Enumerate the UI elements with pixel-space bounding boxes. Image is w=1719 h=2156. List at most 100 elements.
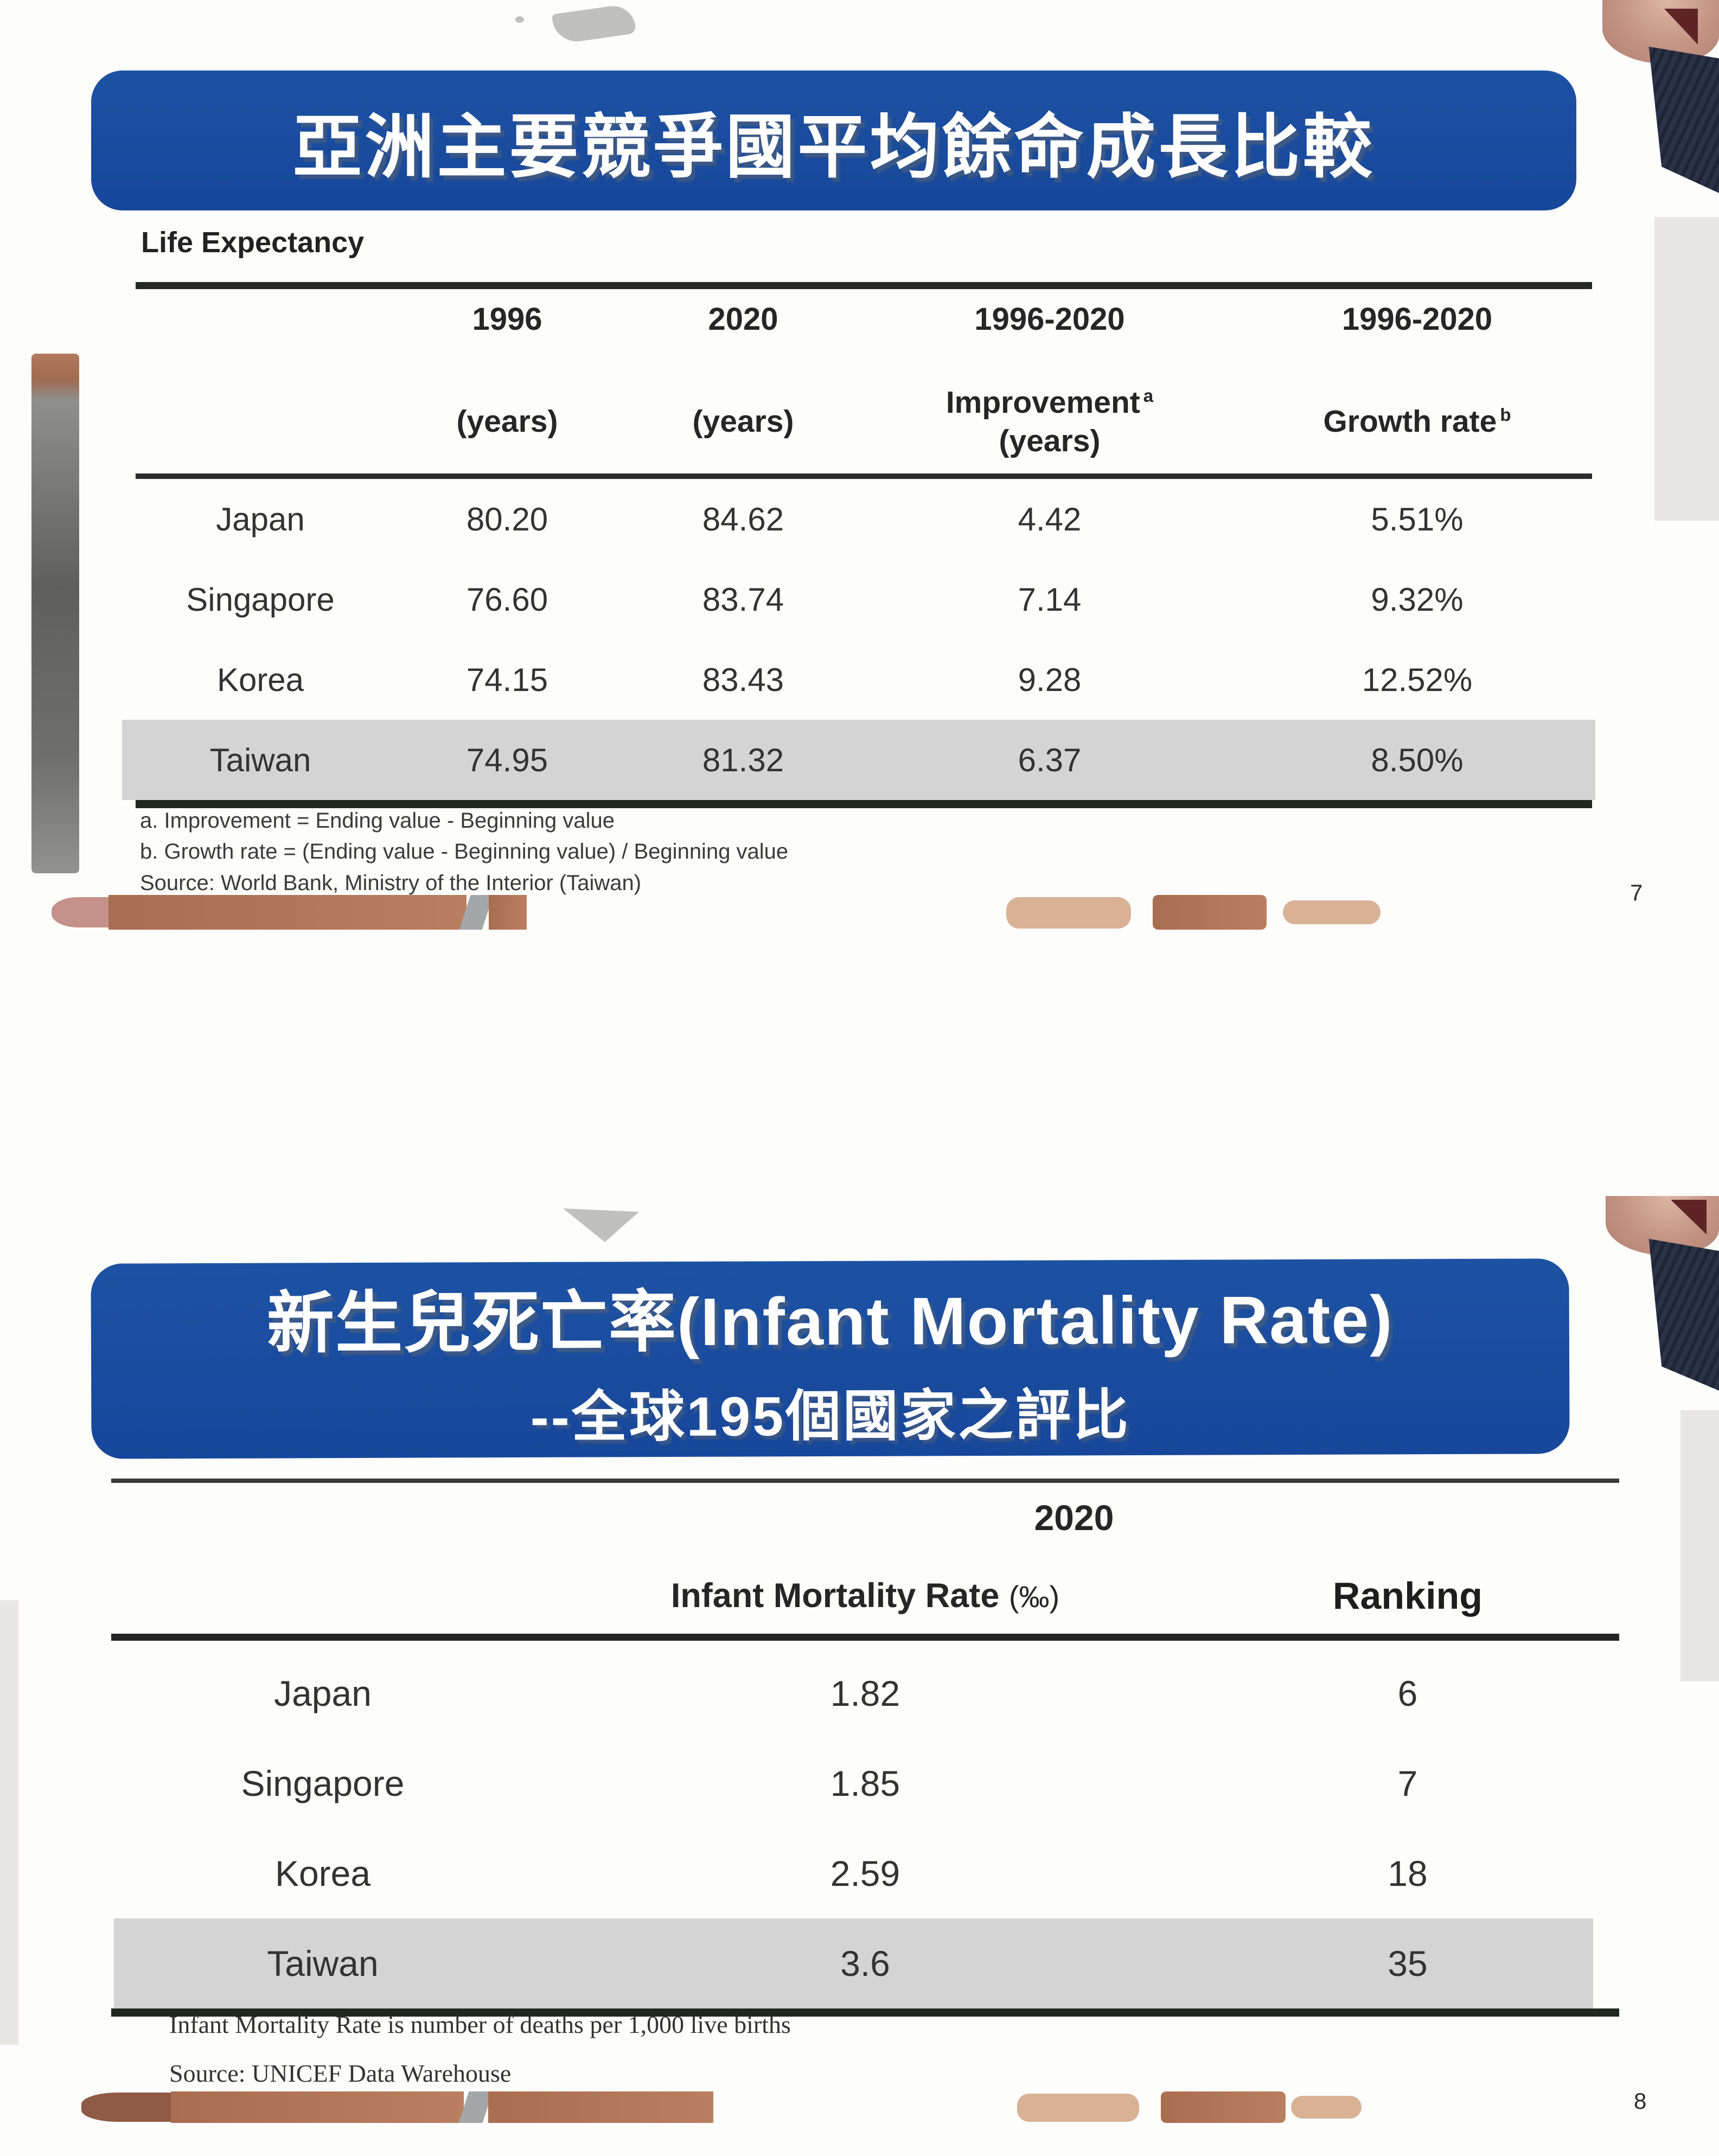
value-rate: 3.6 bbox=[840, 1943, 890, 1984]
page-number-8: 8 bbox=[1634, 2088, 1647, 2114]
footnote-a: a. Improvement = Ending value - Beginnin… bbox=[140, 809, 615, 833]
photo-suit-fragment-top bbox=[1648, 47, 1719, 193]
value-ranking: 6 bbox=[1397, 1673, 1418, 1713]
table1-header-growth-rate: Growth rate b bbox=[1242, 402, 1592, 441]
value-rate: 1.85 bbox=[830, 1763, 900, 1803]
photo-suit-fragment-mid bbox=[1648, 1239, 1719, 1391]
photo-coat-fragment-mid-right bbox=[1680, 1410, 1719, 1681]
rate-header-label: Infant Mortality Rate bbox=[670, 1577, 1000, 1615]
table1-bottom-rule bbox=[136, 800, 1592, 808]
table1-header-range-improvement: 1996-2020 bbox=[974, 301, 1125, 337]
value-1996: 76.60 bbox=[466, 581, 548, 618]
table-row-japan: Japan 1.82 6 bbox=[111, 1648, 1619, 1738]
slide2-footnote: Infant Mortality Rate is number of death… bbox=[169, 2011, 791, 2038]
photo-arm-fragment bbox=[108, 895, 467, 930]
table1-year-header-row: 1996 2020 1996-2020 1996-2020 bbox=[136, 289, 1592, 349]
table-row-japan: Japan 80.20 84.62 4.42 5.51% bbox=[136, 479, 1592, 559]
photo-hand-fragment bbox=[1017, 2094, 1139, 2122]
photo-hand-fragment bbox=[1006, 897, 1131, 929]
photo-band-slide2 bbox=[81, 2091, 1616, 2123]
photo-hand-fragment bbox=[1153, 895, 1267, 930]
slide2-source: Source: UNICEF Data Warehouse bbox=[169, 2059, 512, 2087]
country-cell: Singapore bbox=[241, 1763, 405, 1803]
photo-band-slide1 bbox=[52, 895, 1619, 930]
photo-finger-fragment bbox=[1283, 900, 1381, 924]
table1-unit-header-row: (years) (years) Improvement a (years) Gro… bbox=[136, 370, 1592, 474]
country-cell: Singapore bbox=[186, 581, 335, 618]
value-ranking: 35 bbox=[1388, 1943, 1428, 1984]
value-1996: 74.15 bbox=[466, 661, 548, 698]
infant-mortality-table: 2020 Infant Mortality Rate (‰) Ranking J… bbox=[111, 1479, 1619, 2017]
slide1-title: 亞洲主要競爭國平均餘命成長比較 bbox=[292, 108, 1375, 186]
value-improvement: 9.28 bbox=[1018, 661, 1082, 698]
table1-unit-years-1: (years) bbox=[456, 404, 558, 439]
value-2020: 83.74 bbox=[702, 581, 784, 618]
footnote-b-marker: b bbox=[1500, 405, 1511, 426]
scan-smudge-top bbox=[551, 3, 637, 45]
page-number-7: 7 bbox=[1630, 880, 1643, 905]
scan-smudge-mid bbox=[563, 1208, 639, 1242]
slide2-title-banner: 新生兒死亡率(Infant Mortality Rate) --全球195個國家… bbox=[91, 1258, 1570, 1459]
table2-top-rule bbox=[111, 1479, 1619, 1483]
scan-smudge-dot bbox=[515, 16, 524, 23]
table2-header-rate: Infant Mortality Rate (‰) bbox=[534, 1576, 1196, 1615]
value-growth-rate: 12.52% bbox=[1362, 661, 1473, 698]
photo-hand-fragment bbox=[52, 897, 111, 927]
value-improvement: 6.37 bbox=[1018, 741, 1082, 778]
table1-header-improvement: Improvement a (years) bbox=[857, 383, 1242, 461]
photo-arm-fragment bbox=[488, 2091, 713, 2123]
value-growth-rate: 8.50% bbox=[1371, 741, 1464, 778]
value-ranking: 18 bbox=[1388, 1853, 1428, 1893]
value-1996: 80.20 bbox=[466, 501, 548, 538]
value-improvement: 7.14 bbox=[1018, 581, 1082, 618]
country-cell: Japan bbox=[216, 501, 305, 538]
photo-hand-fragment bbox=[81, 2093, 174, 2122]
slide1-source: Source: World Bank, Ministry of the Inte… bbox=[140, 871, 642, 895]
value-2020: 83.43 bbox=[702, 661, 784, 698]
table1-top-rule bbox=[136, 282, 1592, 289]
table1-header-1996: 1996 bbox=[472, 301, 542, 337]
table2-header-rule bbox=[111, 1634, 1619, 1641]
table-row-korea: Korea 74.15 83.43 9.28 12.52% bbox=[136, 639, 1592, 720]
value-rate: 1.82 bbox=[830, 1673, 900, 1713]
photo-coat-fragment-top-right bbox=[1654, 217, 1719, 521]
table-row-taiwan-highlighted: Taiwan 3.6 35 bbox=[111, 1918, 1619, 2008]
table1-header-range-growth: 1996-2020 bbox=[1341, 301, 1493, 337]
value-rate: 2.59 bbox=[830, 1853, 900, 1893]
improvement-label: Improvement bbox=[945, 385, 1140, 420]
photo-hand-fragment bbox=[1161, 2091, 1286, 2123]
country-cell: Korea bbox=[216, 661, 304, 698]
photo-arm-fragment bbox=[489, 895, 527, 930]
slide2-title-line2: --全球195個國家之評比 bbox=[530, 1384, 1131, 1448]
value-2020: 81.32 bbox=[702, 741, 784, 778]
footnote-b: b. Growth rate = (Ending value - Beginni… bbox=[140, 840, 789, 863]
photo-strap-fragment bbox=[458, 2091, 493, 2123]
value-ranking: 7 bbox=[1397, 1763, 1418, 1803]
table1-header-2020: 2020 bbox=[708, 301, 778, 337]
slide1-section-label: Life Expectancy bbox=[141, 226, 365, 259]
table2-bottom-rule bbox=[111, 2008, 1619, 2017]
rate-header-unit: (‰) bbox=[1008, 1579, 1060, 1614]
value-improvement: 4.42 bbox=[1018, 501, 1082, 538]
photo-arm-fragment bbox=[171, 2091, 464, 2123]
footnote-a-marker: a bbox=[1143, 386, 1154, 406]
table2-header-ranking: Ranking bbox=[1332, 1575, 1483, 1617]
value-1996: 74.95 bbox=[466, 741, 548, 778]
country-cell: Korea bbox=[274, 1853, 371, 1893]
slide2-title-line1: 新生兒死亡率(Infant Mortality Rate) bbox=[266, 1282, 1394, 1361]
table1-unit-years-2: (years) bbox=[692, 404, 794, 439]
table2-year-header: 2020 bbox=[1034, 1498, 1114, 1538]
photo-finger-fragment bbox=[1291, 2096, 1362, 2119]
value-growth-rate: 5.51% bbox=[1371, 501, 1464, 538]
country-cell: Taiwan bbox=[209, 741, 311, 778]
country-cell: Japan bbox=[274, 1673, 372, 1713]
table-row-singapore: Singapore 76.60 83.74 7.14 9.32% bbox=[136, 559, 1592, 639]
growth-rate-label: Growth rate bbox=[1323, 404, 1497, 439]
slide1-title-banner: 亞洲主要競爭國平均餘命成長比較 bbox=[91, 71, 1576, 210]
table-row-singapore: Singapore 1.85 7 bbox=[111, 1738, 1619, 1828]
value-growth-rate: 9.32% bbox=[1371, 581, 1464, 618]
slide1-footnotes: a. Improvement = Ending value - Beginnin… bbox=[140, 805, 788, 867]
table-row-taiwan-highlighted: Taiwan 74.95 81.32 6.37 8.50% bbox=[122, 720, 1595, 800]
value-2020: 84.62 bbox=[702, 501, 784, 538]
